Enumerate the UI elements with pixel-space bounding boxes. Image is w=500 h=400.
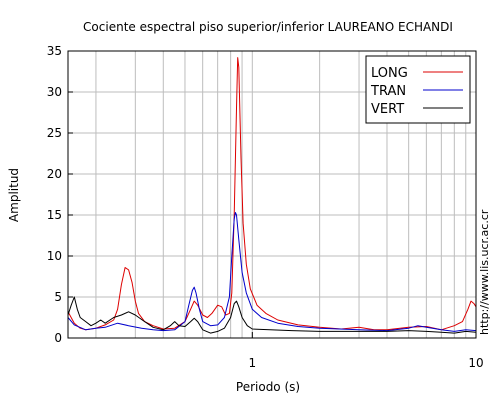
chart-title: Cociente espectral piso superior/inferio… bbox=[83, 20, 453, 34]
legend-label-long: LONG bbox=[371, 66, 408, 81]
series-line-long bbox=[67, 57, 477, 331]
y-tick-label: 30 bbox=[47, 85, 62, 99]
x-axis-label: Periodo (s) bbox=[236, 380, 300, 394]
y-tick-label: 20 bbox=[47, 167, 62, 181]
axis-ticks: 0 5 10 15 20 25 30 35 1 10 bbox=[47, 44, 484, 370]
y-tick-label: 0 bbox=[54, 331, 62, 345]
plot-frame bbox=[67, 50, 477, 339]
y-tick-label: 5 bbox=[54, 290, 62, 304]
legend-label-vert: VERT bbox=[371, 102, 404, 117]
legend-label-tran: TRAN bbox=[370, 84, 406, 99]
series-line-vert bbox=[67, 296, 477, 334]
y-tick-label: 10 bbox=[47, 249, 62, 263]
legend: LONG TRAN VERT bbox=[365, 55, 471, 124]
x-tick-label: 1 bbox=[248, 356, 256, 370]
y-axis-label: Amplitud bbox=[7, 168, 21, 222]
series-line-tran bbox=[67, 212, 477, 332]
y-tick-label: 35 bbox=[47, 44, 62, 58]
credit-text: http://www.lis.ucr.ac.cr bbox=[478, 209, 491, 335]
x-tick-label: 10 bbox=[468, 356, 483, 370]
y-tick-label: 15 bbox=[47, 208, 62, 222]
y-tick-label: 25 bbox=[47, 126, 62, 140]
series-group bbox=[67, 57, 477, 334]
